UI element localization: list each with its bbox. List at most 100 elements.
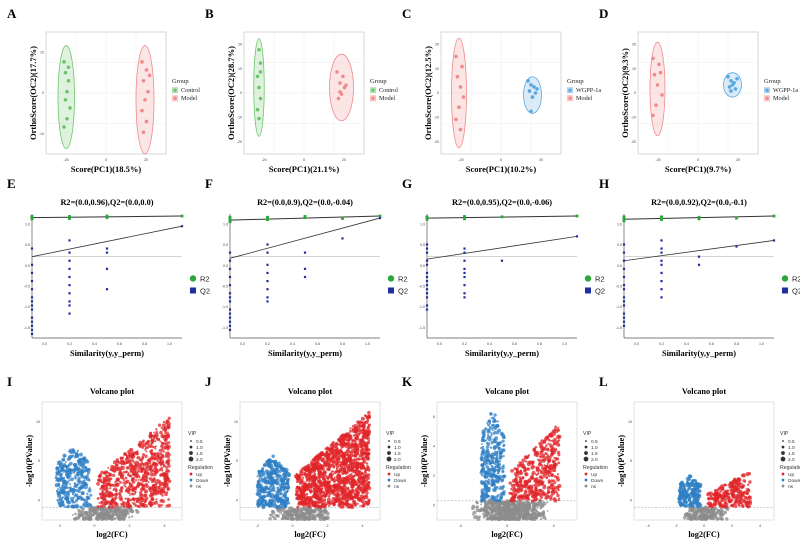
y-tick-label: 5: [236, 459, 238, 463]
legend-vip-marker: [387, 451, 391, 455]
up-point: [362, 425, 366, 429]
down-point: [86, 467, 91, 472]
down-point: [272, 501, 277, 506]
q2-point: [378, 216, 382, 220]
y-tick-label: 20: [435, 42, 439, 46]
ns-point: [77, 508, 81, 512]
up-point: [102, 471, 107, 475]
q2-point: [425, 243, 429, 246]
up-point: [363, 441, 366, 444]
r2-point: [735, 216, 738, 220]
down-point: [272, 488, 276, 492]
data-point: [257, 85, 261, 90]
q2-point: [425, 247, 429, 250]
down-point: [269, 464, 273, 468]
up-point: [351, 438, 355, 443]
q2-point: [303, 251, 307, 254]
up-point: [125, 470, 129, 473]
up-point: [120, 465, 125, 471]
ns-point: [506, 512, 510, 516]
q2-point: [697, 263, 701, 266]
y-tick-label: 10: [36, 420, 40, 424]
up-point: [366, 466, 371, 471]
chart-title: R2=(0.0,0.92),Q2=(0.0,-0.1): [651, 198, 747, 207]
ns-point: [503, 503, 507, 507]
panel-e: ER2=(0.0,0.96),Q2=(0.0,0.0)0.0 0.2 0.4 0.6 0…: [7, 176, 210, 358]
up-point: [542, 455, 546, 458]
up-point: [153, 452, 157, 456]
ns-point: [302, 516, 305, 519]
up-point: [154, 462, 158, 466]
legend-marker: [765, 96, 769, 100]
down-point: [484, 439, 488, 442]
up-point: [100, 470, 104, 475]
y-tick-label: 0.0: [617, 264, 622, 268]
up-point: [114, 463, 119, 468]
up-point: [108, 472, 113, 477]
down-point: [74, 476, 77, 480]
down-point: [279, 491, 283, 496]
up-point: [349, 427, 352, 430]
up-point: [322, 474, 326, 478]
up-point: [308, 485, 311, 488]
up-point: [165, 504, 169, 508]
up-point: [141, 453, 146, 457]
down-point: [55, 477, 60, 482]
up-point: [132, 466, 136, 471]
panel-b: B-20 0 20-20-1001020Score(PC1)(21.1%)Ortho…: [205, 6, 398, 174]
up-point: [518, 480, 522, 484]
q2-point: [425, 251, 429, 254]
down-point: [81, 461, 85, 465]
data-point: [652, 72, 657, 77]
up-point: [128, 453, 132, 457]
panel-c: C-20 0 20-20-1001020Score(PC1)(10.2%)Ortho…: [402, 6, 601, 174]
x-tick-label: -20: [261, 158, 266, 162]
x-tick-label: 4: [164, 524, 166, 528]
chart-title: R2=(0.0,0.96),Q2=(0.0,0.0): [60, 198, 153, 207]
r2-point: [660, 215, 663, 219]
q2-point: [30, 288, 34, 291]
data-point: [258, 96, 263, 101]
data-point: [62, 60, 66, 64]
up-point: [336, 447, 339, 450]
data-point: [458, 85, 463, 89]
q2-point: [622, 243, 626, 246]
legend-marker: [173, 96, 177, 100]
up-point: [139, 458, 143, 462]
up-point: [164, 439, 168, 443]
up-point: [314, 503, 317, 507]
up-point: [365, 462, 369, 465]
ns-point: [125, 511, 129, 516]
ns-point: [78, 513, 83, 518]
legend-vip-label: 0.5: [394, 439, 401, 445]
y-tick-label: 0.5: [617, 243, 622, 247]
x-tick-label: 2: [129, 524, 131, 528]
q2-point: [266, 279, 269, 283]
up-point: [132, 472, 137, 477]
up-point: [147, 460, 152, 465]
up-point: [309, 475, 313, 479]
down-point: [264, 476, 268, 480]
down-point: [76, 473, 79, 477]
x-tick-label: 1.0: [759, 342, 764, 346]
up-point: [167, 416, 171, 420]
up-point: [107, 466, 110, 469]
q2-point: [30, 304, 34, 307]
down-point: [259, 495, 263, 499]
up-point: [296, 505, 300, 509]
data-point: [733, 87, 738, 91]
ns-point: [280, 513, 283, 516]
q2-point: [180, 225, 184, 228]
up-point: [303, 473, 307, 477]
down-point: [492, 488, 496, 492]
down-point: [482, 482, 485, 485]
q2-point: [622, 251, 626, 254]
data-point: [335, 70, 339, 74]
data-point: [63, 70, 68, 75]
up-point: [356, 452, 360, 455]
panel-label: A: [7, 6, 17, 21]
ns-point: [313, 517, 317, 521]
ns-point: [483, 503, 488, 508]
r2-point: [228, 220, 232, 224]
up-point: [333, 481, 336, 484]
